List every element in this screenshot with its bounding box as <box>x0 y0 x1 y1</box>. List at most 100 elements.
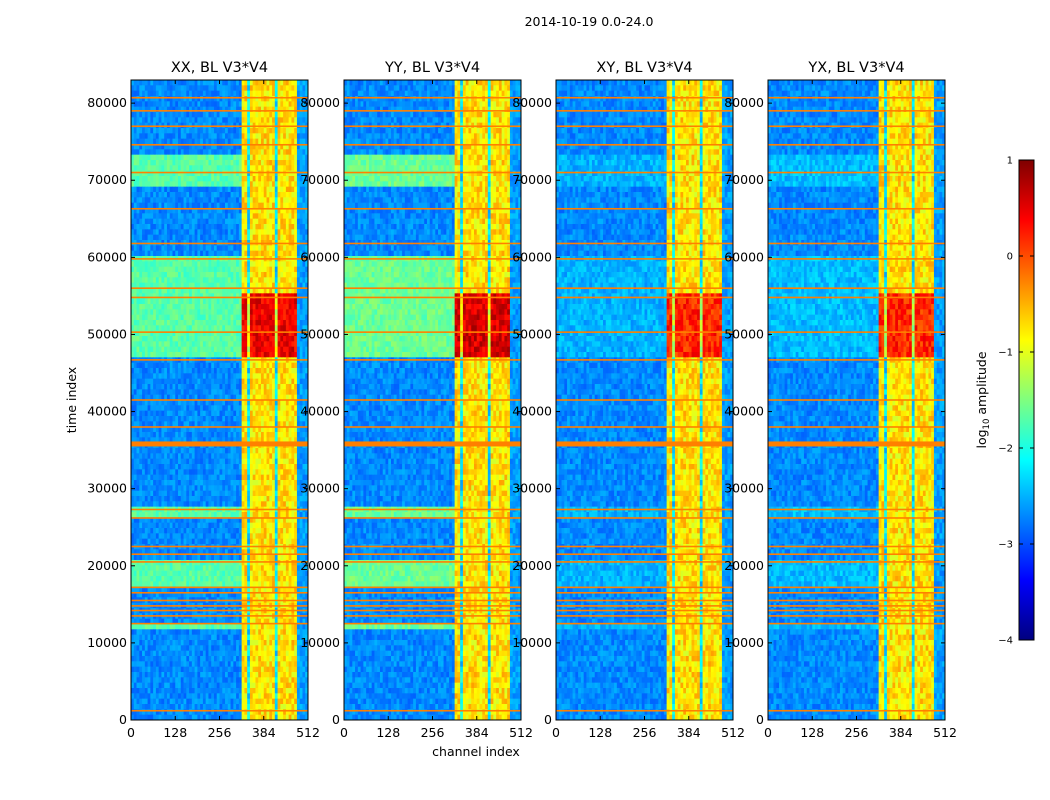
heatmap-cell <box>189 325 192 331</box>
heatmap-cell <box>236 341 239 347</box>
heatmap-cell <box>142 320 145 326</box>
heatmap-cell <box>142 347 145 353</box>
heatmap-cell <box>195 245 198 251</box>
heatmap-cell <box>236 181 239 187</box>
heatmap-cell <box>137 315 140 321</box>
heatmap-cell <box>297 149 300 155</box>
heatmap-cell <box>289 229 292 235</box>
heatmap-cell <box>283 309 286 315</box>
heatmap-cell <box>217 96 220 102</box>
heatmap-cell <box>184 304 187 310</box>
heatmap-cell <box>289 213 292 219</box>
heatmap-cell <box>159 315 162 321</box>
heatmap-cell <box>286 155 289 161</box>
heatmap-cell <box>244 203 247 209</box>
heatmap-cell <box>264 315 267 321</box>
heatmap-cell <box>231 203 234 209</box>
heatmap-cell <box>280 352 283 358</box>
heatmap-cell <box>233 224 236 230</box>
heatmap-cell <box>150 341 153 347</box>
heatmap-cell <box>137 373 140 379</box>
heatmap-cell <box>186 181 189 187</box>
heatmap-cell <box>153 251 156 257</box>
heatmap-cell <box>294 80 297 86</box>
heatmap-cell <box>156 155 159 161</box>
heatmap-cell <box>217 368 220 374</box>
heatmap-cell <box>186 165 189 171</box>
heatmap-cell <box>261 347 264 353</box>
heatmap-cell <box>275 117 278 123</box>
heatmap-cell <box>197 197 200 203</box>
heatmap-cell <box>231 368 234 374</box>
heatmap-cell <box>228 341 231 347</box>
heatmap-cell <box>170 139 173 145</box>
heatmap-cell <box>239 277 242 283</box>
heatmap-cell <box>139 117 142 123</box>
heatmap-cell <box>291 277 294 283</box>
heatmap-cell <box>200 96 203 102</box>
heatmap-cell <box>134 379 137 385</box>
heatmap-cell <box>228 165 231 171</box>
heatmap-cell <box>137 336 140 342</box>
heatmap-cell <box>153 304 156 310</box>
heatmap-cell <box>172 160 175 166</box>
heatmap-cell <box>175 91 178 97</box>
heatmap-cell <box>258 224 261 230</box>
heatmap-cell <box>253 117 256 123</box>
heatmap-cell <box>137 80 140 86</box>
heatmap-cell <box>289 336 292 342</box>
heatmap-cell <box>297 165 300 171</box>
heatmap-cell <box>231 277 234 283</box>
heatmap-cell <box>145 171 148 177</box>
heatmap-cell <box>258 187 261 193</box>
heatmap-cell <box>264 347 267 353</box>
heatmap-cell <box>184 192 187 198</box>
heatmap-cell <box>214 320 217 326</box>
heatmap-cell <box>255 155 258 161</box>
heatmap-cell <box>172 347 175 353</box>
heatmap-cell <box>156 336 159 342</box>
heatmap-cell <box>255 160 258 166</box>
heatmap-cell <box>247 187 250 193</box>
heatmap-cell <box>275 315 278 321</box>
heatmap-cell <box>258 197 261 203</box>
heatmap-cell <box>192 117 195 123</box>
heatmap-cell <box>172 112 175 118</box>
heatmap-cell <box>214 187 217 193</box>
heatmap-cell <box>145 203 148 209</box>
heatmap-cell <box>236 128 239 134</box>
heatmap-cell <box>211 133 214 139</box>
heatmap-cell <box>161 347 164 353</box>
heatmap-cell <box>153 315 156 321</box>
heatmap-cell <box>291 203 294 209</box>
heatmap-cell <box>228 101 231 107</box>
heatmap-cell <box>192 315 195 321</box>
heatmap-cell <box>192 352 195 358</box>
heatmap-cell <box>186 128 189 134</box>
heatmap-cell <box>297 203 300 209</box>
heatmap-cell <box>272 368 275 374</box>
heatmap-cell <box>134 352 137 358</box>
heatmap-cell <box>294 85 297 91</box>
heatmap-cell <box>239 171 242 177</box>
heatmap-cell <box>156 128 159 134</box>
heatmap-cell <box>175 187 178 193</box>
heatmap-cell <box>206 187 209 193</box>
heatmap-cell <box>244 325 247 331</box>
heatmap-cell <box>192 267 195 273</box>
heatmap-cell <box>297 352 300 358</box>
heatmap-cell <box>261 320 264 326</box>
heatmap-cell <box>220 267 223 273</box>
heatmap-cell <box>247 171 250 177</box>
heatmap-cell <box>283 219 286 225</box>
heatmap-cell <box>253 197 256 203</box>
heatmap-cell <box>264 171 267 177</box>
heatmap-cell <box>264 224 267 230</box>
heatmap-cell <box>181 112 184 118</box>
heatmap-cell <box>200 245 203 251</box>
heatmap-cell <box>150 176 153 182</box>
heatmap-cell <box>178 187 181 193</box>
heatmap-cell <box>200 320 203 326</box>
heatmap-cell <box>242 277 245 283</box>
heatmap-cell <box>236 368 239 374</box>
